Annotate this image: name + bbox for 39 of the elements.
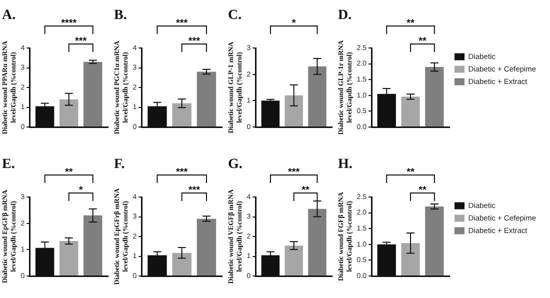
- bar: [83, 62, 102, 126]
- text: ***: [188, 36, 200, 47]
- bar: [196, 218, 216, 276]
- text: **: [406, 18, 415, 29]
- text: ***: [188, 184, 200, 196]
- bar: [172, 252, 192, 276]
- chart-title: D.: [338, 8, 352, 24]
- text: **: [418, 36, 426, 47]
- text: **: [302, 184, 310, 196]
- bar: [83, 215, 102, 276]
- chart-title: F.: [114, 157, 125, 173]
- bar: [401, 96, 420, 126]
- bar: [284, 95, 303, 126]
- text: **: [418, 184, 426, 196]
- text: ***: [176, 166, 188, 178]
- bar: [172, 103, 192, 126]
- bar: [284, 246, 303, 276]
- text: ***: [288, 166, 300, 178]
- bar: [59, 240, 78, 276]
- bar: [401, 243, 420, 276]
- chart-title: B.: [114, 8, 127, 24]
- bar: [425, 66, 444, 126]
- text: ***: [75, 36, 87, 47]
- text: **: [64, 166, 73, 178]
- text: *: [292, 18, 296, 29]
- chart-title: C.: [228, 8, 242, 24]
- bar: [59, 99, 78, 126]
- bar: [308, 66, 326, 126]
- bar: [196, 72, 216, 126]
- bar: [425, 206, 444, 276]
- text: ***: [176, 18, 188, 29]
- chart-title: A.: [2, 8, 16, 24]
- bar: [308, 208, 326, 276]
- chart-title: G.: [228, 157, 242, 173]
- text: ****: [61, 18, 77, 29]
- text: *: [78, 184, 83, 196]
- text: **: [406, 166, 415, 178]
- chart-title: H.: [338, 157, 352, 173]
- chart-title: E.: [2, 157, 15, 173]
